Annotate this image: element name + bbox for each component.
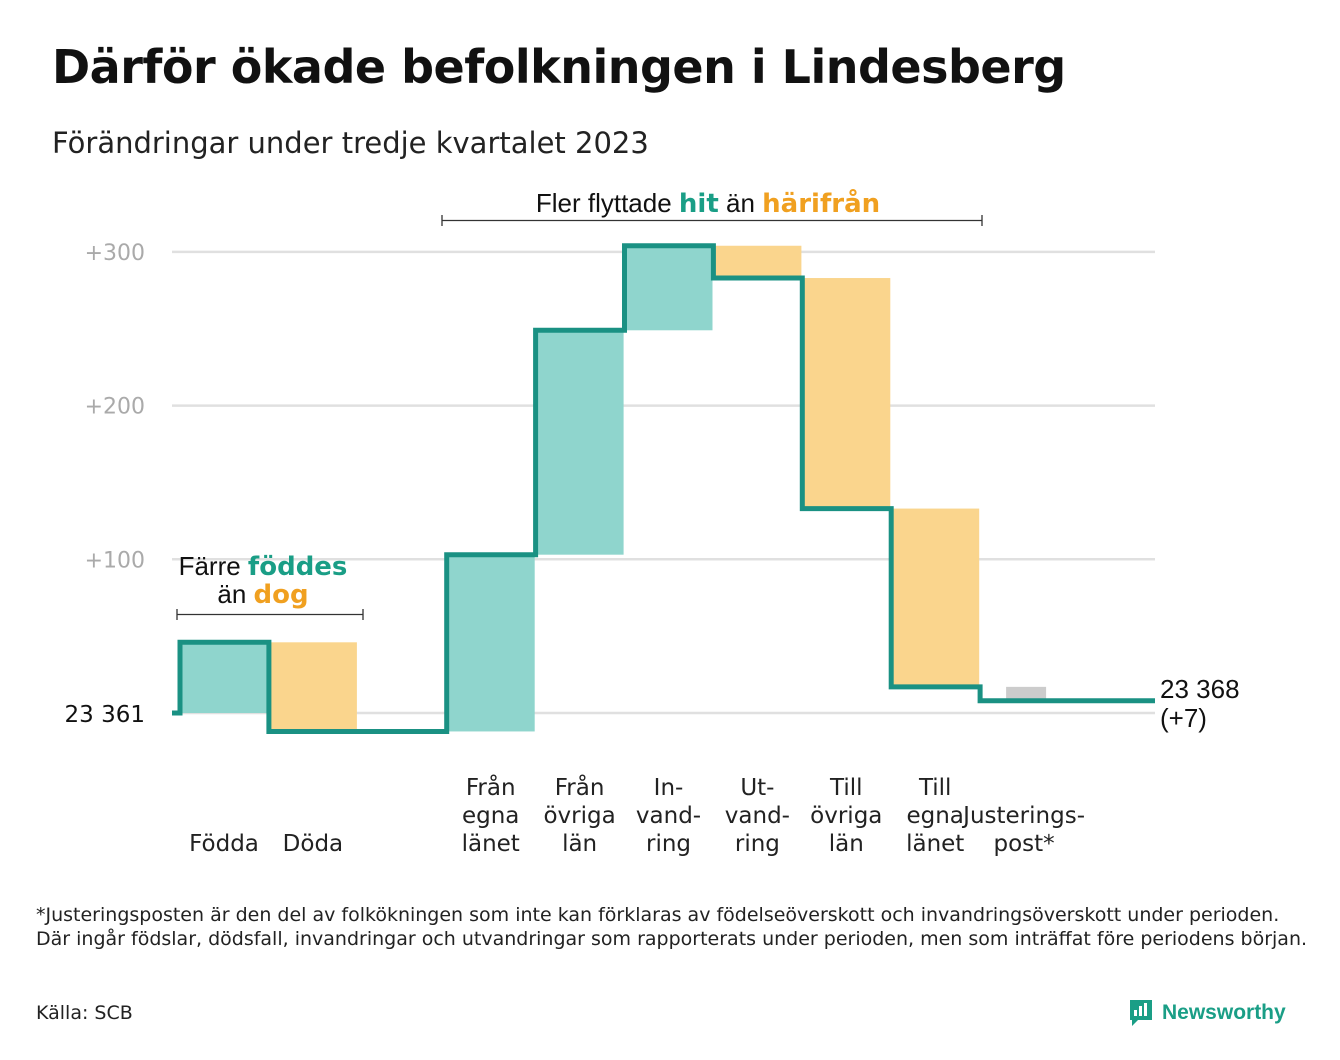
chart-speech-bubble-icon — [1130, 1000, 1152, 1026]
bar-tillövrigalän — [802, 278, 891, 509]
bar-frånegnalänet — [446, 554, 535, 732]
page-subtitle: Förändringar under tredje kvartalet 2023 — [52, 126, 649, 160]
births-annotation-line1: Färre föddes — [179, 551, 348, 582]
category-label: In-vand-ring — [636, 775, 701, 857]
bar-döda — [268, 642, 357, 732]
running-total-line — [172, 243, 1155, 734]
bar-frånövrigalän — [535, 330, 624, 555]
page-title: Därför ökade befolkningen i Lindesberg — [52, 40, 1066, 94]
births-bracket — [176, 609, 364, 620]
waterfall-chart: +100 +200 +300 23 361 Födda Döda Från egna läne… — [65, 187, 1240, 857]
start-value-label: 23 361 — [65, 702, 145, 728]
bar-tillegnalänet — [891, 508, 980, 687]
footnote: *Justeringsposten är den del av folkökni… — [36, 904, 1308, 950]
category-label: Från övriga län — [543, 773, 615, 857]
category-label: Till egna länet — [906, 775, 964, 857]
category-label: Till övriga län — [810, 775, 882, 857]
migration-annotation: Fler flyttade hit än härifrån — [536, 187, 880, 219]
end-value-label: 23 368 (+7) — [1160, 674, 1240, 733]
source-note: Källa: SCB — [36, 1002, 133, 1024]
bar-födda — [180, 642, 268, 713]
brand-name: Newsworthy — [1162, 1001, 1286, 1024]
births-annotation-line2: än dog — [217, 579, 308, 610]
category-label: Ut-vand-ring — [725, 775, 790, 857]
bar-justeringspost — [1006, 686, 1047, 701]
y-tick-label: +200 — [85, 395, 145, 420]
migration-bracket — [441, 215, 983, 226]
category-label: Justerings-post* — [961, 803, 1085, 857]
category-label: Döda — [283, 831, 343, 857]
brand-logo: Newsworthy — [1128, 998, 1286, 1028]
category-label: Från egna länet — [462, 773, 520, 857]
y-tick-label: +100 — [85, 548, 145, 573]
bar-invandring — [624, 245, 713, 331]
bar-utvandring — [713, 245, 802, 279]
category-label: Födda — [189, 831, 259, 857]
y-tick-label: +300 — [85, 241, 145, 266]
